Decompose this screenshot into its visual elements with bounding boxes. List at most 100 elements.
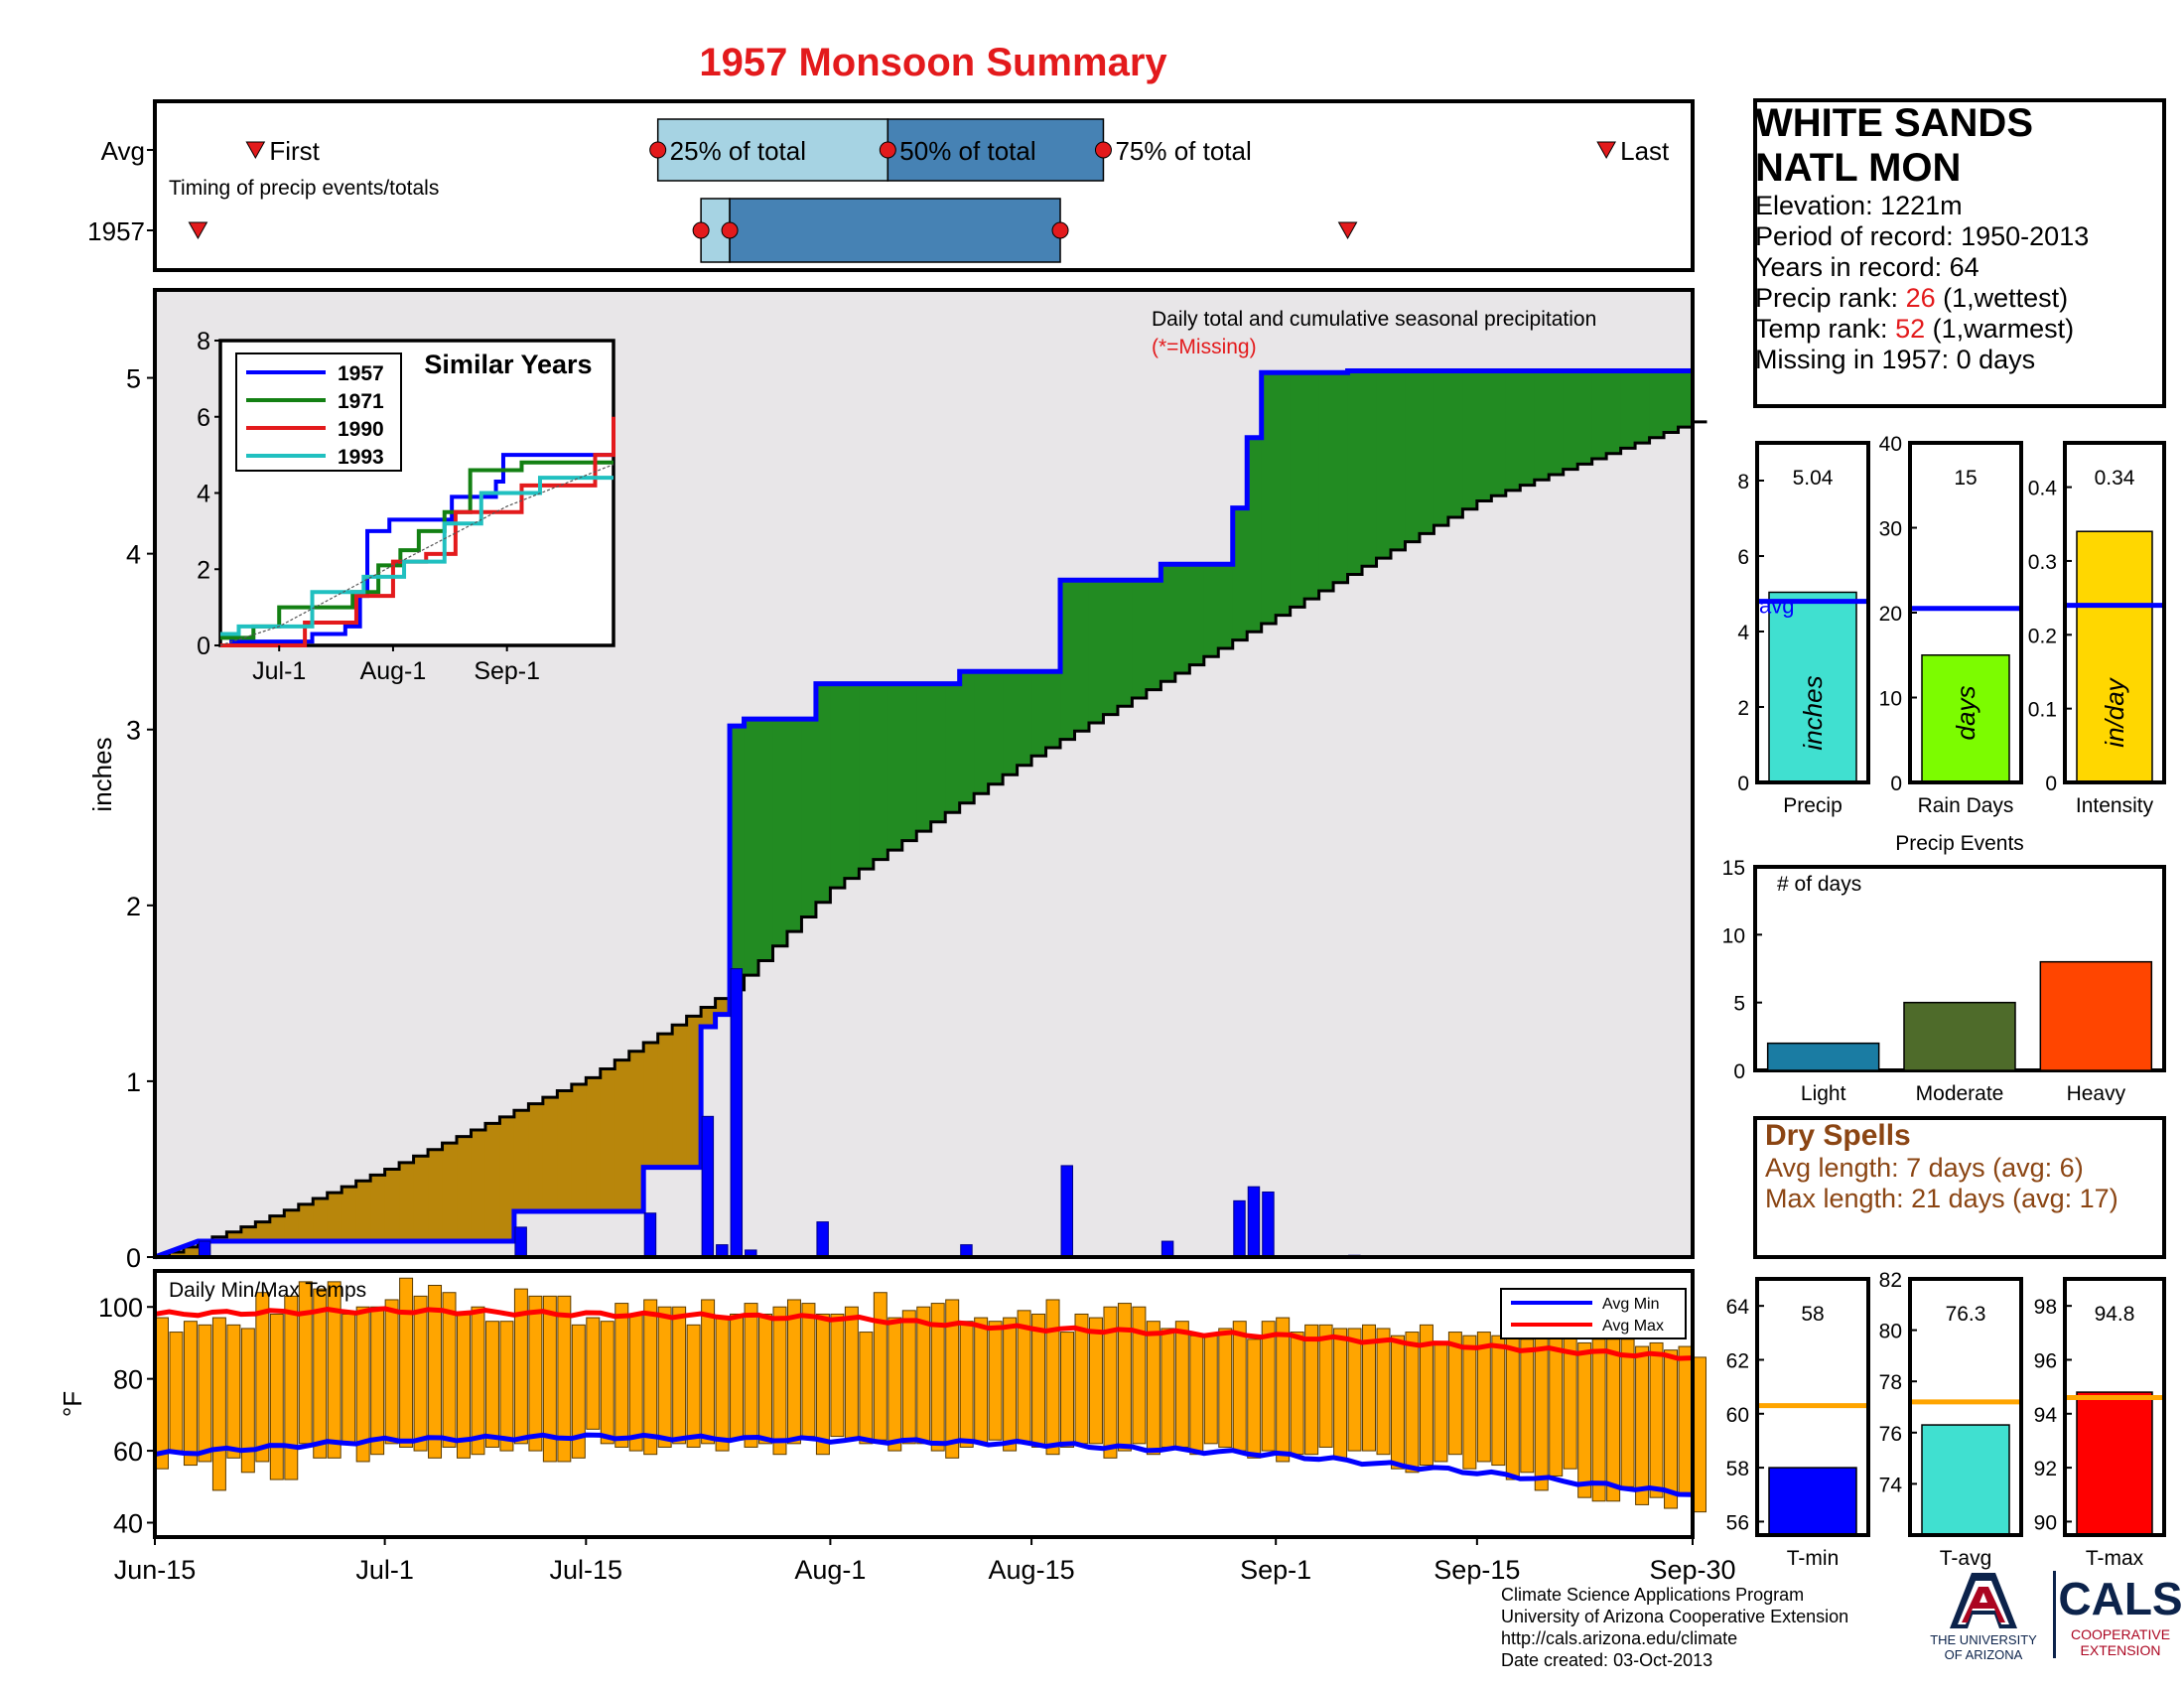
surplus-area bbox=[1606, 370, 1622, 454]
surplus-area bbox=[1520, 370, 1536, 486]
dry-spells-frame bbox=[1753, 1116, 2166, 1259]
tavg-panel-bar bbox=[1921, 1424, 2010, 1536]
daily-temp-bar bbox=[1447, 1332, 1462, 1456]
ua-logo-text-2: OF ARIZONA bbox=[1944, 1647, 2023, 1662]
daily-temp-bar bbox=[786, 1299, 801, 1445]
main-y-tick-label: 0 bbox=[126, 1243, 141, 1273]
dry-spells-box: Dry Spells Avg length: 7 days (avg: 6) M… bbox=[1765, 1119, 2118, 1214]
similar-year-line-1993 bbox=[220, 476, 614, 636]
precip-events-y-tick-label: 5 bbox=[1733, 993, 1745, 1016]
precip-panel-frame bbox=[1755, 441, 1870, 784]
similar-year-line-average bbox=[219, 464, 614, 646]
legend-label-1971: 1971 bbox=[338, 390, 384, 413]
station-name: WHITE SANDS NATL MON bbox=[1755, 101, 2033, 190]
daily-temp-bar bbox=[1174, 1321, 1189, 1448]
similar-years-title: Similar Years bbox=[424, 350, 592, 379]
tmax-panel-y-tick-label: 96 bbox=[2034, 1349, 2057, 1372]
intensity-panel-y-tick-label: 0.2 bbox=[2028, 625, 2057, 647]
daily-temp-bar bbox=[758, 1313, 772, 1445]
main-chart-frame bbox=[153, 288, 1695, 1259]
surplus-area bbox=[916, 683, 932, 832]
x-axis-tick-label: Sep-30 bbox=[1649, 1555, 1735, 1585]
dry-spells-title: Dry Spells bbox=[1765, 1119, 1911, 1152]
avg-max-temp-line bbox=[154, 1306, 1694, 1361]
deficit-area bbox=[413, 1156, 429, 1242]
daily-temp-bar bbox=[1433, 1341, 1448, 1463]
rain-days-panel-y-tick-label: 30 bbox=[1879, 518, 1902, 541]
x-axis-tick-label: Jun-15 bbox=[114, 1555, 197, 1585]
daily-temp-bar bbox=[1103, 1306, 1118, 1459]
daily-temp-bar bbox=[1606, 1338, 1621, 1502]
year-50-marker bbox=[721, 221, 739, 239]
temp-rank-value: 52 bbox=[1895, 314, 1926, 344]
main-chart-title: Daily total and cumulative seasonal prec… bbox=[1152, 308, 1596, 331]
tavg-panel-y-tick-label: 74 bbox=[1879, 1474, 1903, 1496]
tavg-panel-label: T-avg bbox=[1940, 1547, 1992, 1570]
pct-50-label: 50% of total bbox=[899, 136, 1035, 166]
university-of-arizona-logo: THE UNIVERSITY OF ARIZONA bbox=[1914, 1571, 2053, 1662]
surplus-area bbox=[786, 719, 803, 932]
tavg-panel-y-tick-label: 76 bbox=[1879, 1423, 1902, 1446]
deficit-area bbox=[528, 1103, 544, 1211]
dry-spells-max: Max length: 21 days (avg: 17) bbox=[1765, 1184, 2118, 1213]
intensity-panel-y-tick-label: 0.1 bbox=[2028, 699, 2057, 722]
surplus-area bbox=[730, 726, 746, 990]
rain-days-panel-y-tick-label: 40 bbox=[1879, 433, 1902, 456]
last-label: Last bbox=[1620, 136, 1670, 166]
daily-temp-bar bbox=[1390, 1335, 1405, 1470]
pct-75-label: 75% of total bbox=[1115, 136, 1251, 166]
inset-y-tick-label: 0 bbox=[197, 633, 210, 660]
inset-y-tick-label: 4 bbox=[197, 481, 210, 508]
precip-event-bar-light bbox=[1766, 1042, 1880, 1071]
deficit-area bbox=[513, 1110, 529, 1211]
daily-temp-bar bbox=[1577, 1341, 1592, 1498]
precip-panel-value: 5.04 bbox=[1793, 467, 1834, 490]
temp-y-tick-label: 100 bbox=[98, 1293, 143, 1323]
year-timing-bar-late bbox=[729, 198, 1061, 263]
daily-temp-bar bbox=[1060, 1332, 1075, 1448]
daily-temp-bar bbox=[499, 1321, 514, 1452]
station-temp-rank: Temp rank: 52 (1,warmest) bbox=[1755, 314, 2075, 344]
inset-y-tick-label: 8 bbox=[197, 328, 210, 355]
surplus-area bbox=[1189, 564, 1205, 665]
tmax-panel-y-tick-label: 90 bbox=[2034, 1511, 2057, 1534]
daily-temp-bar bbox=[1074, 1313, 1089, 1445]
surplus-area bbox=[1261, 372, 1277, 624]
deficit-area bbox=[471, 1129, 486, 1242]
deficit-area bbox=[169, 1251, 185, 1257]
rain-days-panel-y-tick-label: 10 bbox=[1879, 688, 1902, 711]
surplus-area bbox=[1045, 671, 1061, 748]
deficit-area bbox=[586, 1077, 602, 1211]
main-y-tick-label: 3 bbox=[126, 716, 141, 746]
deficit-area bbox=[255, 1221, 271, 1242]
surplus-area bbox=[1218, 564, 1234, 648]
deficit-area bbox=[701, 1007, 717, 1028]
daily-temp-bar bbox=[255, 1292, 270, 1463]
surplus-area bbox=[844, 683, 860, 879]
legend-label-avg-min: Avg Min bbox=[1602, 1296, 1660, 1313]
deficit-area bbox=[643, 1042, 659, 1168]
daily-precip-bar bbox=[1262, 1191, 1275, 1258]
deficit-area bbox=[370, 1175, 386, 1242]
intensity-panel-bar bbox=[2076, 530, 2153, 783]
daily-temp-bar bbox=[1160, 1328, 1175, 1448]
x-axis-tick-label: Jul-1 bbox=[355, 1555, 414, 1585]
precip-event-bar-heavy bbox=[2039, 960, 2153, 1071]
surplus-area bbox=[859, 683, 875, 870]
tavg-panel-y-tick-label: 82 bbox=[1879, 1269, 1902, 1292]
daily-temp-bar bbox=[1247, 1338, 1262, 1459]
daily-temp-bar bbox=[887, 1317, 902, 1452]
intensity-panel-unit: in/day bbox=[2100, 676, 2129, 747]
rain-days-panel-bar bbox=[1921, 654, 2010, 783]
precip-panel-y-tick-label: 0 bbox=[1737, 773, 1749, 795]
temp-legend bbox=[1500, 1288, 1687, 1339]
daily-temp-bar bbox=[413, 1295, 428, 1452]
surplus-area bbox=[1505, 370, 1521, 491]
deficit-area bbox=[715, 998, 731, 1015]
station-precip-rank: Precip rank: 26 (1,wettest) bbox=[1755, 283, 2069, 313]
rain-days-panel-label: Rain Days bbox=[1918, 794, 2014, 817]
daily-temp-bar bbox=[226, 1324, 241, 1459]
precip-events-ylabel: # of days bbox=[1777, 873, 1861, 896]
temp-y-tick-label: 40 bbox=[113, 1509, 143, 1539]
daily-temp-bar bbox=[1419, 1324, 1433, 1467]
